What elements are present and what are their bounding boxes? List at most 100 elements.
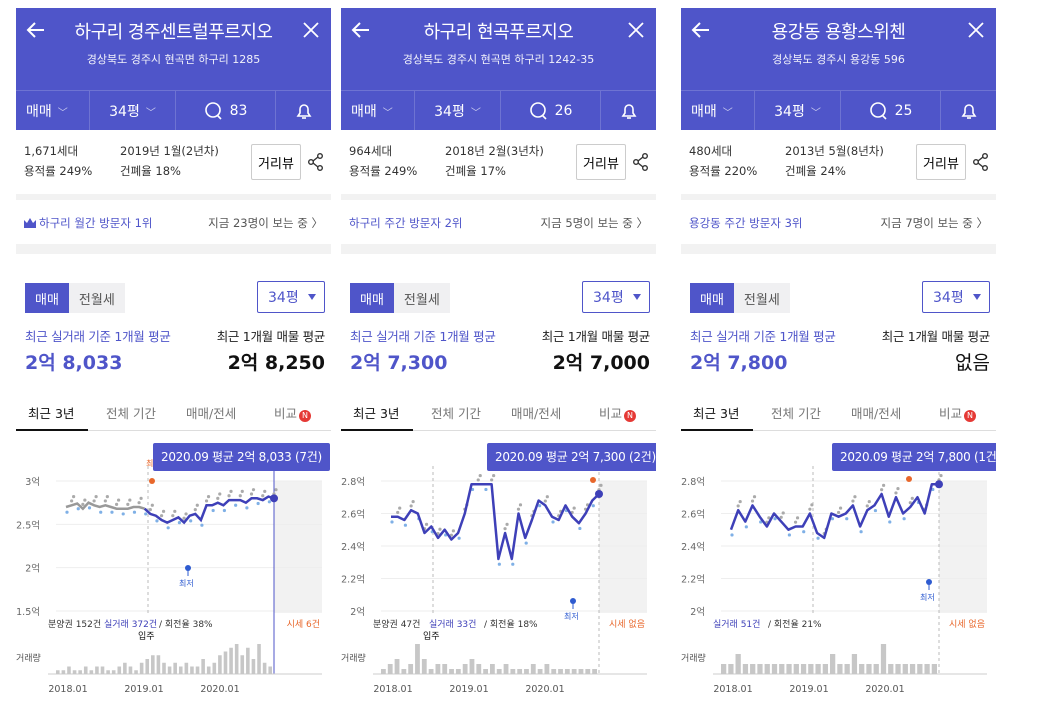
trade-dot [173, 509, 177, 513]
volume-bar [201, 659, 205, 674]
low-marker [926, 579, 932, 585]
trade-dot [894, 491, 898, 495]
comments-button[interactable]: 83 [176, 91, 276, 131]
households: 964세대 [349, 144, 393, 158]
complex-title: 용강동 용황스위첸 [771, 22, 906, 43]
toggle-sale[interactable]: 매매 [350, 283, 394, 313]
toggle-sale[interactable]: 매매 [25, 283, 69, 313]
trade-dot [730, 533, 734, 537]
complex-address: 경상북도 경주시 현곡면 하구리 1285 [86, 53, 261, 66]
back-arrow-icon[interactable] [689, 18, 713, 42]
back-arrow-icon[interactable] [349, 18, 373, 42]
size-select-value: 34평 [268, 290, 299, 306]
toggle-rent[interactable]: 전월세 [393, 283, 450, 313]
visitor-banner[interactable]: 용강동 주간 방문자 3위 지금 7명이 보는 중 〉 [681, 200, 996, 254]
volume-bar [924, 664, 930, 674]
share-icon[interactable] [632, 152, 650, 172]
trade-dot [572, 506, 576, 510]
chart-tooltip: 2020.09 평균 2억 8,033 (7건) [153, 443, 330, 471]
tab-all-period[interactable]: 전체 기간 [431, 406, 481, 421]
low-marker [570, 598, 576, 604]
comment-icon [869, 102, 887, 120]
close-icon[interactable] [964, 18, 988, 42]
back-arrow-icon[interactable] [24, 18, 48, 42]
trade-dot [70, 499, 74, 503]
x-tick-label: 2018.01 [713, 684, 752, 695]
street-view-button[interactable]: 거리뷰 [576, 144, 626, 180]
chevron-down-icon: ﹀ [470, 107, 481, 119]
comment-icon [204, 102, 222, 120]
volume-bar [888, 664, 894, 674]
current-point [595, 490, 603, 498]
recent-trade-value: 2억 8,033 [25, 352, 123, 374]
complex-address: 경상북도 경주시 현곡면 하구리 1242-35 [402, 53, 595, 66]
visitor-banner[interactable]: 하구리 월간 방문자 1위 지금 23명이 보는 중 〉 [16, 200, 331, 254]
x-tick-label: 2018.01 [373, 684, 412, 695]
alert-button[interactable] [601, 91, 656, 131]
trade-dot [551, 520, 555, 524]
tab-recent-3y[interactable]: 최근 3년 [28, 406, 75, 421]
trade-type-dropdown[interactable]: 매매 ﹀ [341, 91, 415, 131]
trade-type-dropdown[interactable]: 매매 ﹀ [16, 91, 90, 131]
trade-dot [114, 502, 119, 506]
trade-dot [781, 511, 785, 515]
toggle-rent[interactable]: 전월세 [733, 283, 790, 313]
volume-bar [880, 644, 887, 674]
visitor-banner[interactable]: 하구리 주간 방문자 2위 지금 5명이 보는 중 〉 [341, 200, 656, 254]
trade-type-dropdown[interactable]: 매매 ﹀ [681, 91, 755, 131]
trade-dot [193, 508, 197, 512]
tab-compare[interactable]: 비교 N [599, 403, 637, 422]
volume-bar [421, 659, 427, 674]
tab-compare[interactable]: 비교 N [939, 403, 977, 422]
alert-button[interactable] [941, 91, 996, 131]
volume-bar [931, 664, 937, 674]
size-select[interactable]: 34평 [582, 281, 650, 313]
tab-recent-3y[interactable]: 최근 3년 [693, 406, 740, 421]
tab-sale-jeonse[interactable]: 매매/전세 [851, 406, 902, 421]
size-dropdown[interactable]: 34평 ﹀ [755, 91, 841, 131]
floor-area-ratio: 용적률 249% [349, 164, 418, 178]
alert-button[interactable] [276, 91, 331, 131]
street-view-button[interactable]: 거리뷰 [916, 144, 966, 180]
complex-panel-2: 하구리 현곡푸르지오 경상북도 경주시 현곡면 하구리 1242-35 매매 ﹀ … [341, 8, 656, 713]
trade-dot [503, 527, 507, 531]
y-tick-label: 2.4억 [341, 541, 365, 553]
size-select[interactable]: 34평 [922, 281, 990, 313]
comments-button[interactable]: 26 [501, 91, 601, 131]
tab-recent-3y[interactable]: 최근 3년 [353, 406, 400, 421]
volume-bar [558, 669, 563, 674]
listing-avg-value: 없음 [955, 352, 990, 374]
street-view-button[interactable]: 거리뷰 [251, 144, 301, 180]
trade-dot [845, 517, 849, 521]
volume-label: 거래량 [341, 652, 366, 664]
volume-bar [476, 664, 482, 674]
volume-bar [106, 670, 110, 674]
volume-bar [100, 666, 105, 674]
tab-sale-jeonse[interactable]: 매매/전세 [511, 406, 562, 421]
comments-button[interactable]: 25 [841, 91, 941, 131]
trade-dot [81, 502, 85, 506]
size-dropdown[interactable]: 34평 ﹀ [415, 91, 501, 131]
tab-compare[interactable]: 비교 N [274, 403, 312, 422]
size-label: 34평 [774, 104, 805, 120]
volume-bar [728, 664, 734, 674]
size-dropdown[interactable]: 34평 ﹀ [90, 91, 176, 131]
x-tick-label: 2020.01 [525, 684, 564, 695]
close-icon[interactable] [624, 18, 648, 42]
trade-dot [795, 516, 800, 520]
share-icon[interactable] [972, 152, 990, 172]
tab-all-period[interactable]: 전체 기간 [106, 406, 156, 421]
toggle-rent[interactable]: 전월세 [68, 283, 125, 313]
size-select[interactable]: 34평 [257, 281, 325, 313]
toggle-sale[interactable]: 매매 [690, 283, 734, 313]
tab-all-period[interactable]: 전체 기간 [771, 406, 821, 421]
share-icon[interactable] [307, 152, 325, 172]
tab-sale-jeonse[interactable]: 매매/전세 [186, 406, 237, 421]
x-tick-label: 2018.01 [48, 684, 87, 695]
close-icon[interactable] [299, 18, 323, 42]
avg-price-line [391, 483, 600, 561]
comment-count: 26 [554, 103, 573, 119]
